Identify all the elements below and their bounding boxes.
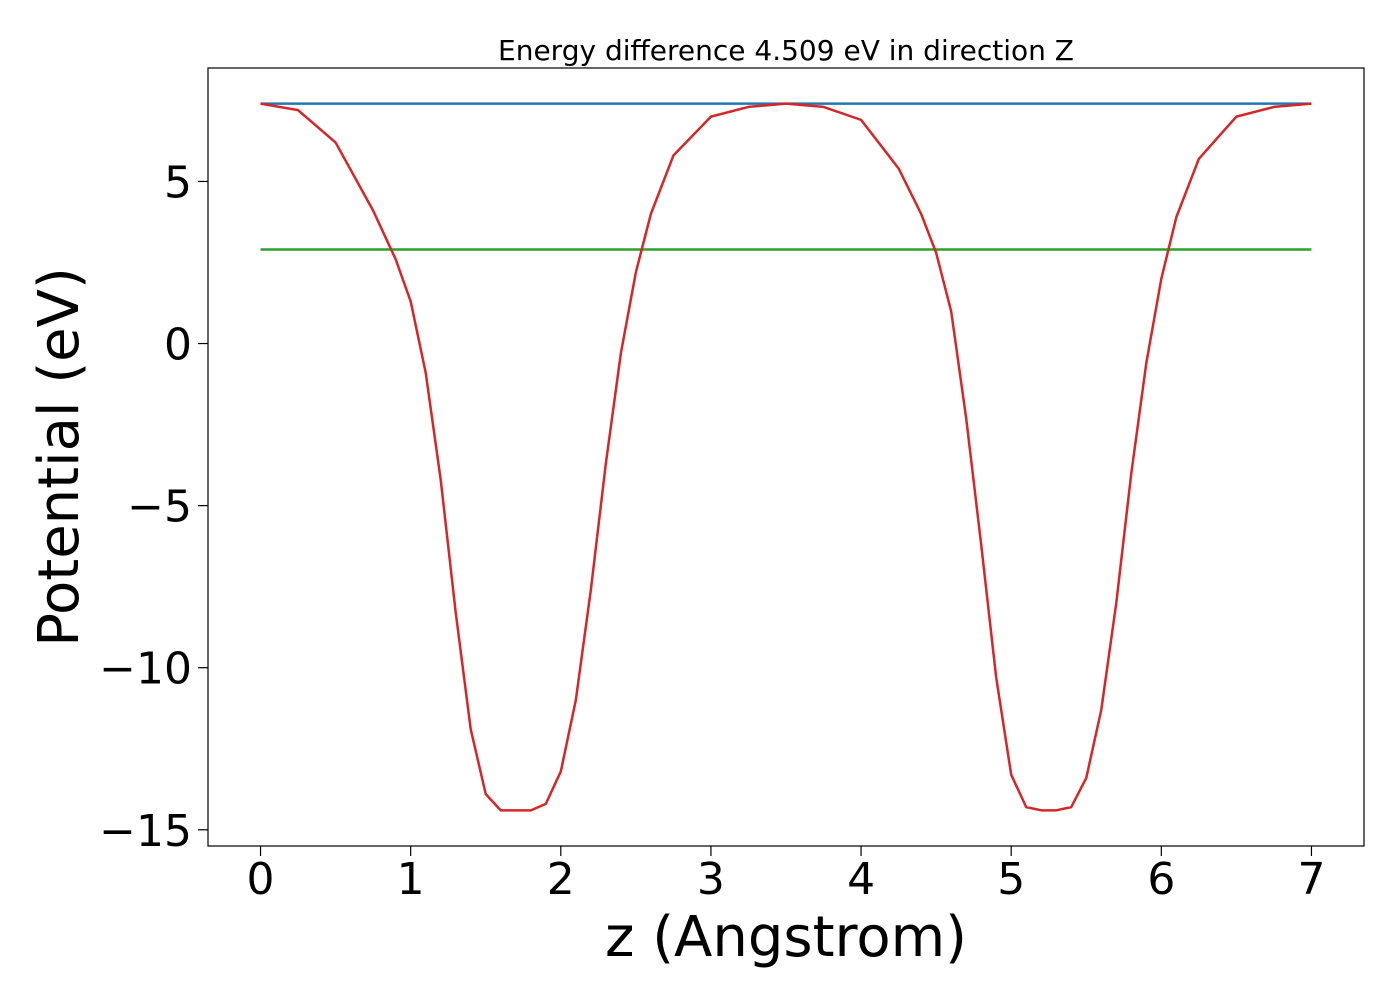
y-axis-ticks: 5 0 −5 −10 −15 bbox=[99, 157, 208, 857]
x-tick-label: 7 bbox=[1297, 854, 1325, 905]
y-tick-label: −15 bbox=[99, 806, 192, 857]
chart-title: Energy difference 4.509 eV in direction … bbox=[498, 34, 1074, 67]
series-line-2 bbox=[260, 102, 1312, 812]
y-tick-label: 5 bbox=[164, 157, 192, 208]
y-tick-label: −5 bbox=[127, 482, 192, 533]
x-axis-ticks: 0 1 2 3 4 5 6 7 bbox=[247, 846, 1325, 905]
y-tick-label: 0 bbox=[164, 320, 192, 371]
series-layer bbox=[260, 102, 1312, 812]
x-tick-label: 4 bbox=[847, 854, 875, 905]
x-tick-label: 3 bbox=[697, 854, 725, 905]
y-tick-label: −10 bbox=[99, 644, 192, 695]
x-tick-label: 2 bbox=[547, 854, 575, 905]
plot-frame bbox=[207, 67, 1365, 847]
x-tick-label: 5 bbox=[997, 854, 1025, 905]
x-axis-label: z (Angstrom) bbox=[605, 905, 967, 970]
x-tick-label: 1 bbox=[397, 854, 425, 905]
x-tick-label: 6 bbox=[1147, 854, 1175, 905]
y-axis-label: Potential (eV) bbox=[27, 267, 92, 647]
x-tick-label: 0 bbox=[247, 854, 275, 905]
